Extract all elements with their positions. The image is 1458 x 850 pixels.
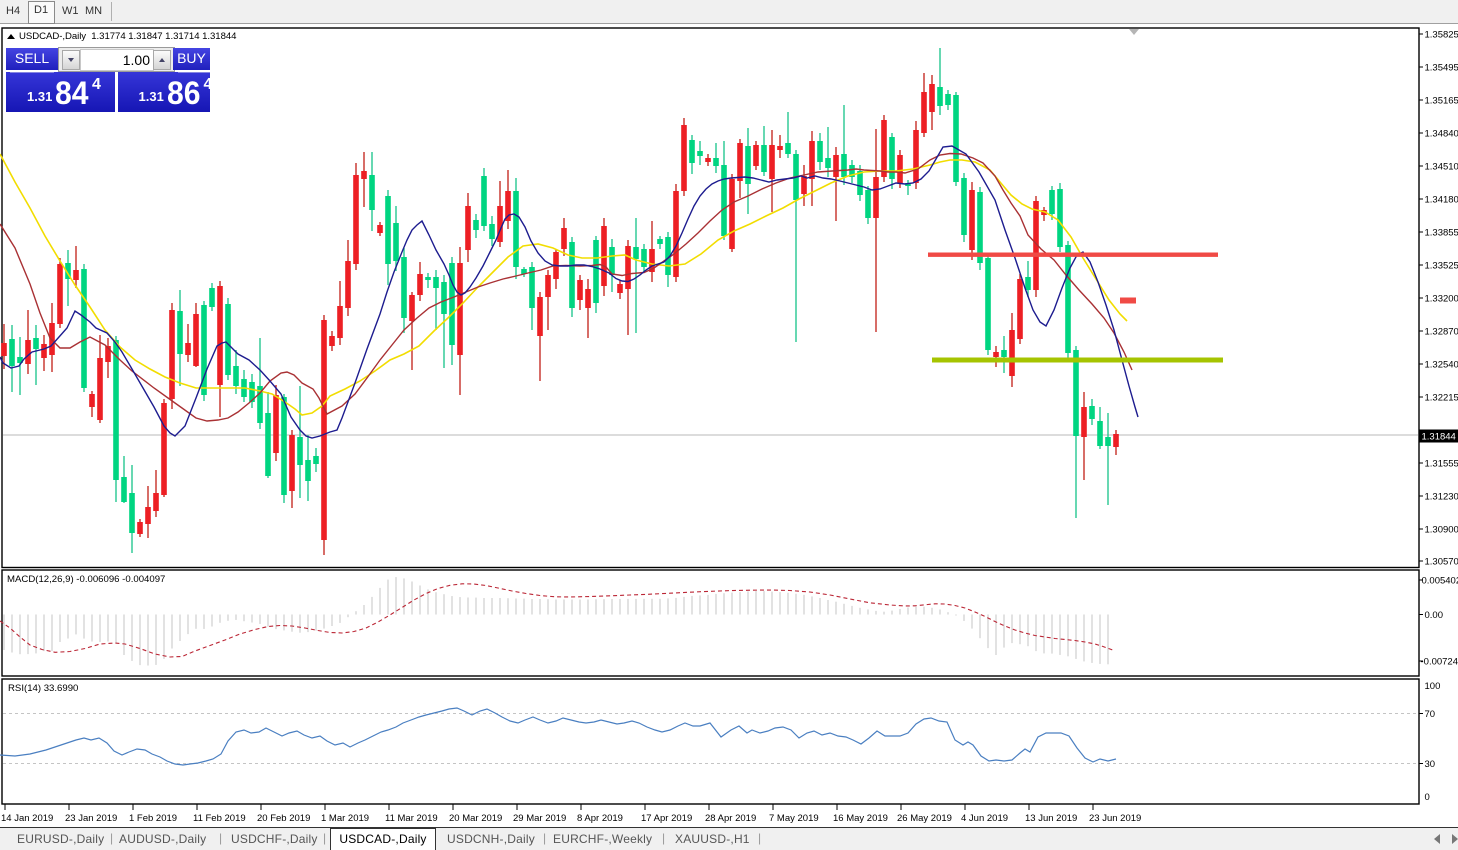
svg-text:1.33855: 1.33855 xyxy=(1425,228,1458,239)
svg-text:13 Jun 2019: 13 Jun 2019 xyxy=(1025,813,1077,824)
svg-text:1.33200: 1.33200 xyxy=(1425,294,1458,305)
svg-text:1 Mar 2019: 1 Mar 2019 xyxy=(321,813,369,824)
svg-text:1.32540: 1.32540 xyxy=(1425,360,1458,371)
svg-text:1.34840: 1.34840 xyxy=(1425,129,1458,140)
svg-text:28 Apr 2019: 28 Apr 2019 xyxy=(705,813,756,824)
svg-text:1.30900: 1.30900 xyxy=(1425,525,1458,536)
svg-text:1.34510: 1.34510 xyxy=(1425,162,1458,173)
svg-text:1.34180: 1.34180 xyxy=(1425,195,1458,206)
svg-text:0.00: 0.00 xyxy=(1425,610,1444,621)
svg-text:1 Feb 2019: 1 Feb 2019 xyxy=(129,813,177,824)
svg-text:23 Jun 2019: 23 Jun 2019 xyxy=(1089,813,1141,824)
svg-text:14 Jan 2019: 14 Jan 2019 xyxy=(1,813,53,824)
svg-text:1.31555: 1.31555 xyxy=(1425,459,1458,470)
svg-text:7 May 2019: 7 May 2019 xyxy=(769,813,819,824)
svg-text:11 Mar 2019: 11 Mar 2019 xyxy=(385,813,438,824)
svg-text:1.31230: 1.31230 xyxy=(1425,492,1458,503)
svg-text:20 Feb 2019: 20 Feb 2019 xyxy=(257,813,310,824)
svg-text:1.32870: 1.32870 xyxy=(1425,327,1458,338)
svg-text:1.30570: 1.30570 xyxy=(1425,557,1458,568)
svg-text:16 May 2019: 16 May 2019 xyxy=(833,813,888,824)
svg-text:1.33525: 1.33525 xyxy=(1425,261,1458,272)
svg-text:1.35495: 1.35495 xyxy=(1425,63,1458,74)
svg-text:23 Jan 2019: 23 Jan 2019 xyxy=(65,813,117,824)
svg-text:1.31844: 1.31844 xyxy=(1422,432,1456,443)
svg-text:1.32215: 1.32215 xyxy=(1425,393,1458,404)
svg-text:-0.00724: -0.00724 xyxy=(1421,657,1458,668)
svg-text:70: 70 xyxy=(1425,709,1436,720)
svg-text:0.005402: 0.005402 xyxy=(1422,576,1458,587)
svg-text:17 Apr 2019: 17 Apr 2019 xyxy=(641,813,692,824)
svg-text:1.35825: 1.35825 xyxy=(1425,30,1458,41)
svg-text:26 May 2019: 26 May 2019 xyxy=(897,813,952,824)
svg-text:0: 0 xyxy=(1425,792,1430,803)
svg-text:1.35165: 1.35165 xyxy=(1425,96,1458,107)
svg-text:8 Apr 2019: 8 Apr 2019 xyxy=(577,813,623,824)
svg-text:30: 30 xyxy=(1425,759,1436,770)
svg-text:29 Mar 2019: 29 Mar 2019 xyxy=(513,813,566,824)
svg-text:11 Feb 2019: 11 Feb 2019 xyxy=(193,813,246,824)
svg-text:100: 100 xyxy=(1425,681,1441,692)
svg-text:20 Mar 2019: 20 Mar 2019 xyxy=(449,813,502,824)
svg-text:4 Jun 2019: 4 Jun 2019 xyxy=(961,813,1008,824)
